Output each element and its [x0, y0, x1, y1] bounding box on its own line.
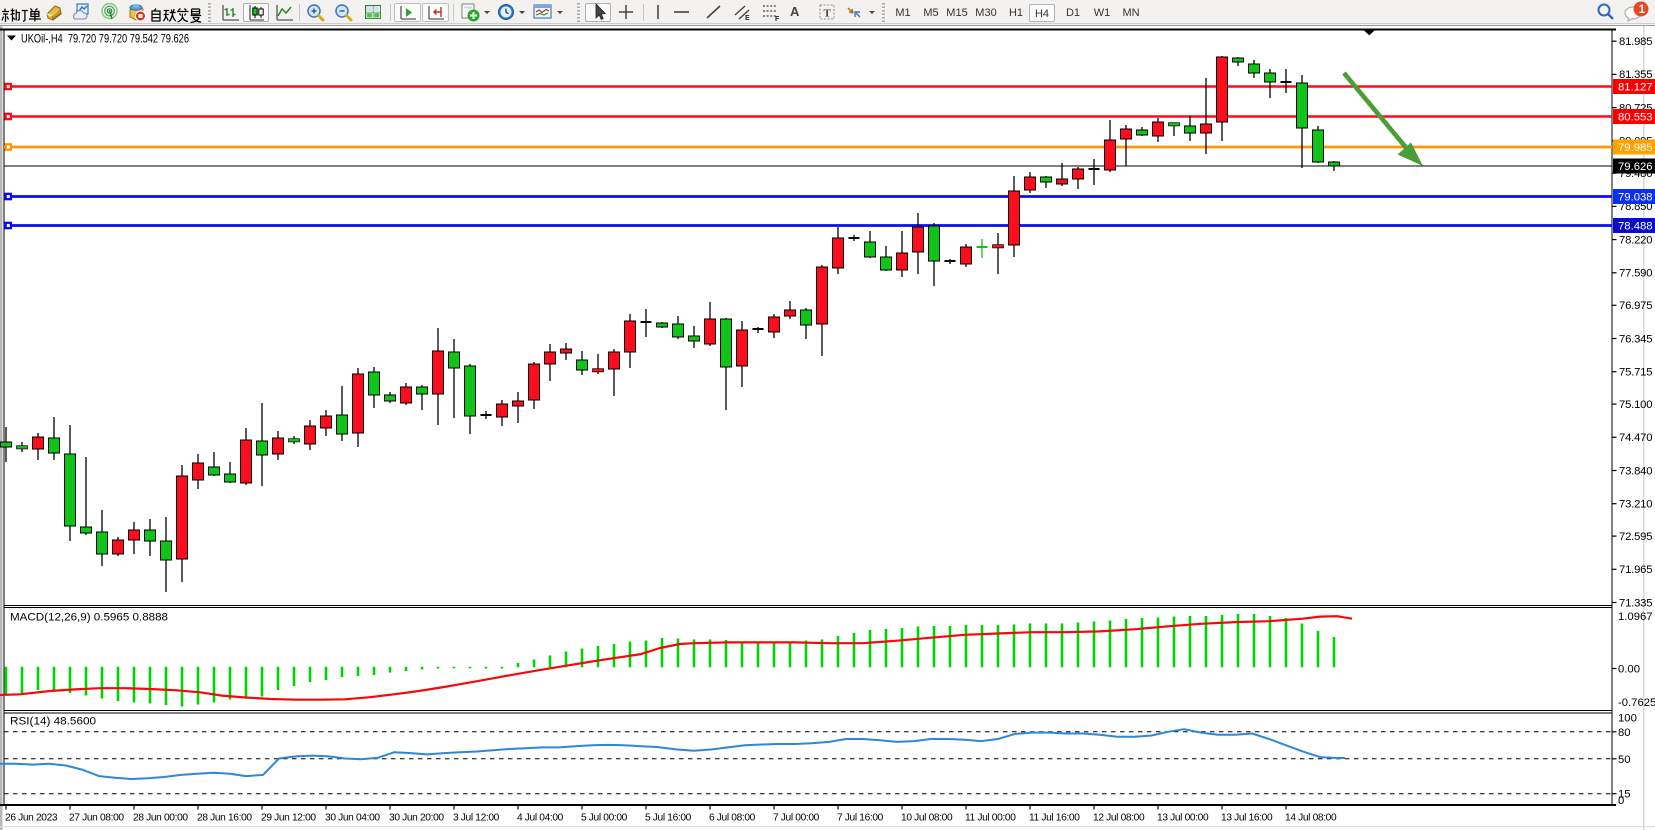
svg-text:72.595: 72.595 — [1619, 531, 1652, 543]
svg-text:50: 50 — [1618, 754, 1631, 766]
svg-text:26 Jun 2023: 26 Jun 2023 — [5, 813, 58, 824]
svg-text:73.210: 73.210 — [1619, 499, 1652, 511]
svg-text:71.965: 71.965 — [1619, 564, 1652, 576]
svg-text:RSI(14) 48.5600: RSI(14) 48.5600 — [10, 716, 96, 728]
svg-text:78.850: 78.850 — [1619, 201, 1652, 213]
svg-text:14 Jul 08:00: 14 Jul 08:00 — [1285, 813, 1337, 824]
svg-text:T: T — [824, 8, 832, 20]
svg-text:0: 0 — [1618, 795, 1624, 807]
svg-text:81.985: 81.985 — [1619, 36, 1652, 48]
svg-text:75.100: 75.100 — [1619, 399, 1652, 411]
svg-text:78.488: 78.488 — [1618, 221, 1653, 233]
svg-text:81.355: 81.355 — [1619, 69, 1652, 81]
svg-text:30 Jun 04:00: 30 Jun 04:00 — [325, 813, 380, 824]
svg-text:30 Jun 20:00: 30 Jun 20:00 — [389, 813, 444, 824]
svg-text:4 Jul 04:00: 4 Jul 04:00 — [517, 813, 564, 824]
svg-text:10 Jul 08:00: 10 Jul 08:00 — [901, 813, 953, 824]
svg-text:3 Jul 12:00: 3 Jul 12:00 — [453, 813, 500, 824]
svg-text:5 Jul 00:00: 5 Jul 00:00 — [581, 813, 628, 824]
svg-text:0.00: 0.00 — [1618, 664, 1640, 676]
svg-text:1: 1 — [1639, 4, 1646, 16]
svg-text:74.470: 74.470 — [1619, 432, 1652, 444]
svg-text:27 Jun 08:00: 27 Jun 08:00 — [69, 813, 124, 824]
svg-text:-0.7625: -0.7625 — [1618, 697, 1655, 709]
svg-text:81.127: 81.127 — [1618, 82, 1653, 94]
svg-text:77.590: 77.590 — [1619, 268, 1652, 280]
svg-text:29 Jun 12:00: 29 Jun 12:00 — [261, 813, 316, 824]
svg-text:MACD(12,26,9) 0.5965 0.8888: MACD(12,26,9) 0.5965 0.8888 — [10, 612, 168, 624]
svg-text:13 Jul 00:00: 13 Jul 00:00 — [1157, 813, 1209, 824]
svg-text:78.220: 78.220 — [1619, 234, 1652, 246]
svg-text:28 Jun 16:00: 28 Jun 16:00 — [197, 813, 252, 824]
svg-text:1.0967: 1.0967 — [1618, 611, 1653, 623]
svg-text:76.975: 76.975 — [1619, 300, 1652, 312]
svg-text:F: F — [775, 16, 780, 23]
svg-text:E: E — [745, 15, 750, 22]
svg-text:6 Jul 08:00: 6 Jul 08:00 — [709, 813, 756, 824]
svg-text:7 Jul 16:00: 7 Jul 16:00 — [837, 813, 884, 824]
svg-text:7 Jul 00:00: 7 Jul 00:00 — [773, 813, 820, 824]
svg-text:79.038: 79.038 — [1618, 192, 1653, 204]
svg-text:71.335: 71.335 — [1619, 597, 1652, 609]
svg-text:79.626: 79.626 — [1618, 161, 1653, 173]
svg-text:5 Jul 16:00: 5 Jul 16:00 — [645, 813, 692, 824]
svg-text:79.985: 79.985 — [1618, 142, 1653, 154]
svg-text:11 Jul 00:00: 11 Jul 00:00 — [965, 813, 1016, 824]
svg-text:100: 100 — [1618, 713, 1637, 725]
svg-text:80: 80 — [1618, 727, 1631, 739]
svg-text:11 Jul 16:00: 11 Jul 16:00 — [1029, 813, 1080, 824]
svg-text:73.840: 73.840 — [1619, 465, 1652, 477]
svg-text:80.553: 80.553 — [1618, 112, 1653, 124]
svg-text:12 Jul 08:00: 12 Jul 08:00 — [1093, 813, 1145, 824]
svg-text:13 Jul 16:00: 13 Jul 16:00 — [1221, 813, 1273, 824]
svg-text:UKOil-,H4 79.720 79.720 79.54: UKOil-,H4 79.720 79.720 79.542 79.626 — [21, 32, 189, 46]
svg-text:76.345: 76.345 — [1619, 333, 1652, 345]
svg-text:15: 15 — [1618, 789, 1631, 801]
svg-text:75.715: 75.715 — [1619, 367, 1652, 379]
svg-text:28 Jun 00:00: 28 Jun 00:00 — [133, 813, 188, 824]
